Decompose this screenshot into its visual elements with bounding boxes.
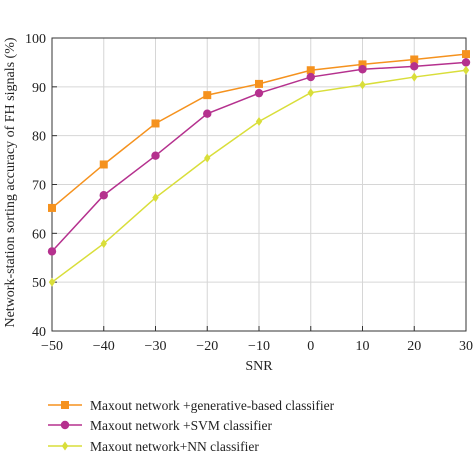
x-tick-label: 30 [459, 339, 473, 354]
legend-item: Maxout network +SVM classifier [48, 418, 272, 433]
series-1-point [151, 119, 160, 128]
y-tick-label: 80 [32, 130, 46, 145]
series-1-point [255, 79, 263, 88]
series-1-point [410, 55, 419, 64]
legend-item: Maxout network+NN classifier [48, 439, 259, 454]
x-tick-label: 0 [307, 339, 314, 354]
legend: Maxout network +generative-based classif… [48, 398, 335, 454]
y-tick-label: 60 [32, 227, 46, 242]
series-3-point [411, 72, 418, 82]
series-layer [47, 50, 471, 287]
x-tick-label: 20 [407, 339, 421, 354]
y-tick-label: 90 [32, 81, 46, 96]
series-1 [48, 50, 470, 212]
series-3-point [152, 193, 159, 203]
y-tick-label: 50 [32, 276, 46, 291]
series-1-point [99, 160, 108, 169]
x-tick-label: −40 [93, 339, 115, 354]
series-1-point [306, 66, 315, 75]
x-axis-label: SNR [245, 359, 273, 374]
series-3-point [359, 80, 366, 90]
x-tick-label: 10 [356, 339, 370, 354]
legend-label: Maxout network +generative-based classif… [90, 398, 335, 413]
x-tick-label: −50 [41, 339, 63, 354]
grid [51, 37, 467, 332]
series-1-point [48, 203, 56, 212]
series-2-point [461, 58, 471, 67]
series-2-point [151, 151, 160, 160]
series-1-point [203, 91, 212, 100]
legend-label: Maxout network +SVM classifier [90, 418, 272, 433]
series-1-point [462, 50, 470, 59]
series-1-point [358, 60, 367, 69]
series-2-point [306, 72, 315, 82]
series-3-point [462, 65, 470, 75]
series-3-point [255, 117, 263, 127]
legend-swatch-marker [61, 401, 69, 409]
series-2-point [203, 109, 212, 118]
axis-ticks: −50 −40 −30 −20 −10 0 10 20 30 40 50 60 70 80 90 100 [25, 32, 473, 354]
y-tick-label: 70 [32, 179, 46, 194]
series-3-point [307, 88, 314, 98]
series-2-point [410, 62, 419, 71]
x-tick-label: −30 [145, 339, 167, 354]
legend-swatch-marker [61, 441, 69, 451]
y-tick-label: 40 [32, 325, 46, 340]
series-2-point [99, 191, 108, 200]
x-tick-label: −20 [196, 339, 218, 354]
legend-label: Maxout network+NN classifier [90, 439, 259, 454]
x-tick-label: −10 [248, 339, 270, 354]
series-3-point [204, 153, 211, 163]
series-2-point [47, 247, 57, 256]
legend-item: Maxout network +generative-based classif… [48, 398, 335, 413]
series-3-point [100, 239, 107, 249]
series-2-point [254, 88, 264, 98]
y-tick-label: 100 [25, 32, 46, 47]
series-2 [47, 58, 471, 256]
y-axis-label: Network-station sorting accuracy of FH s… [3, 37, 18, 327]
series-3 [48, 65, 470, 287]
legend-swatch-marker [60, 420, 70, 430]
series-2-point [358, 65, 367, 74]
series-3-point [48, 277, 56, 287]
